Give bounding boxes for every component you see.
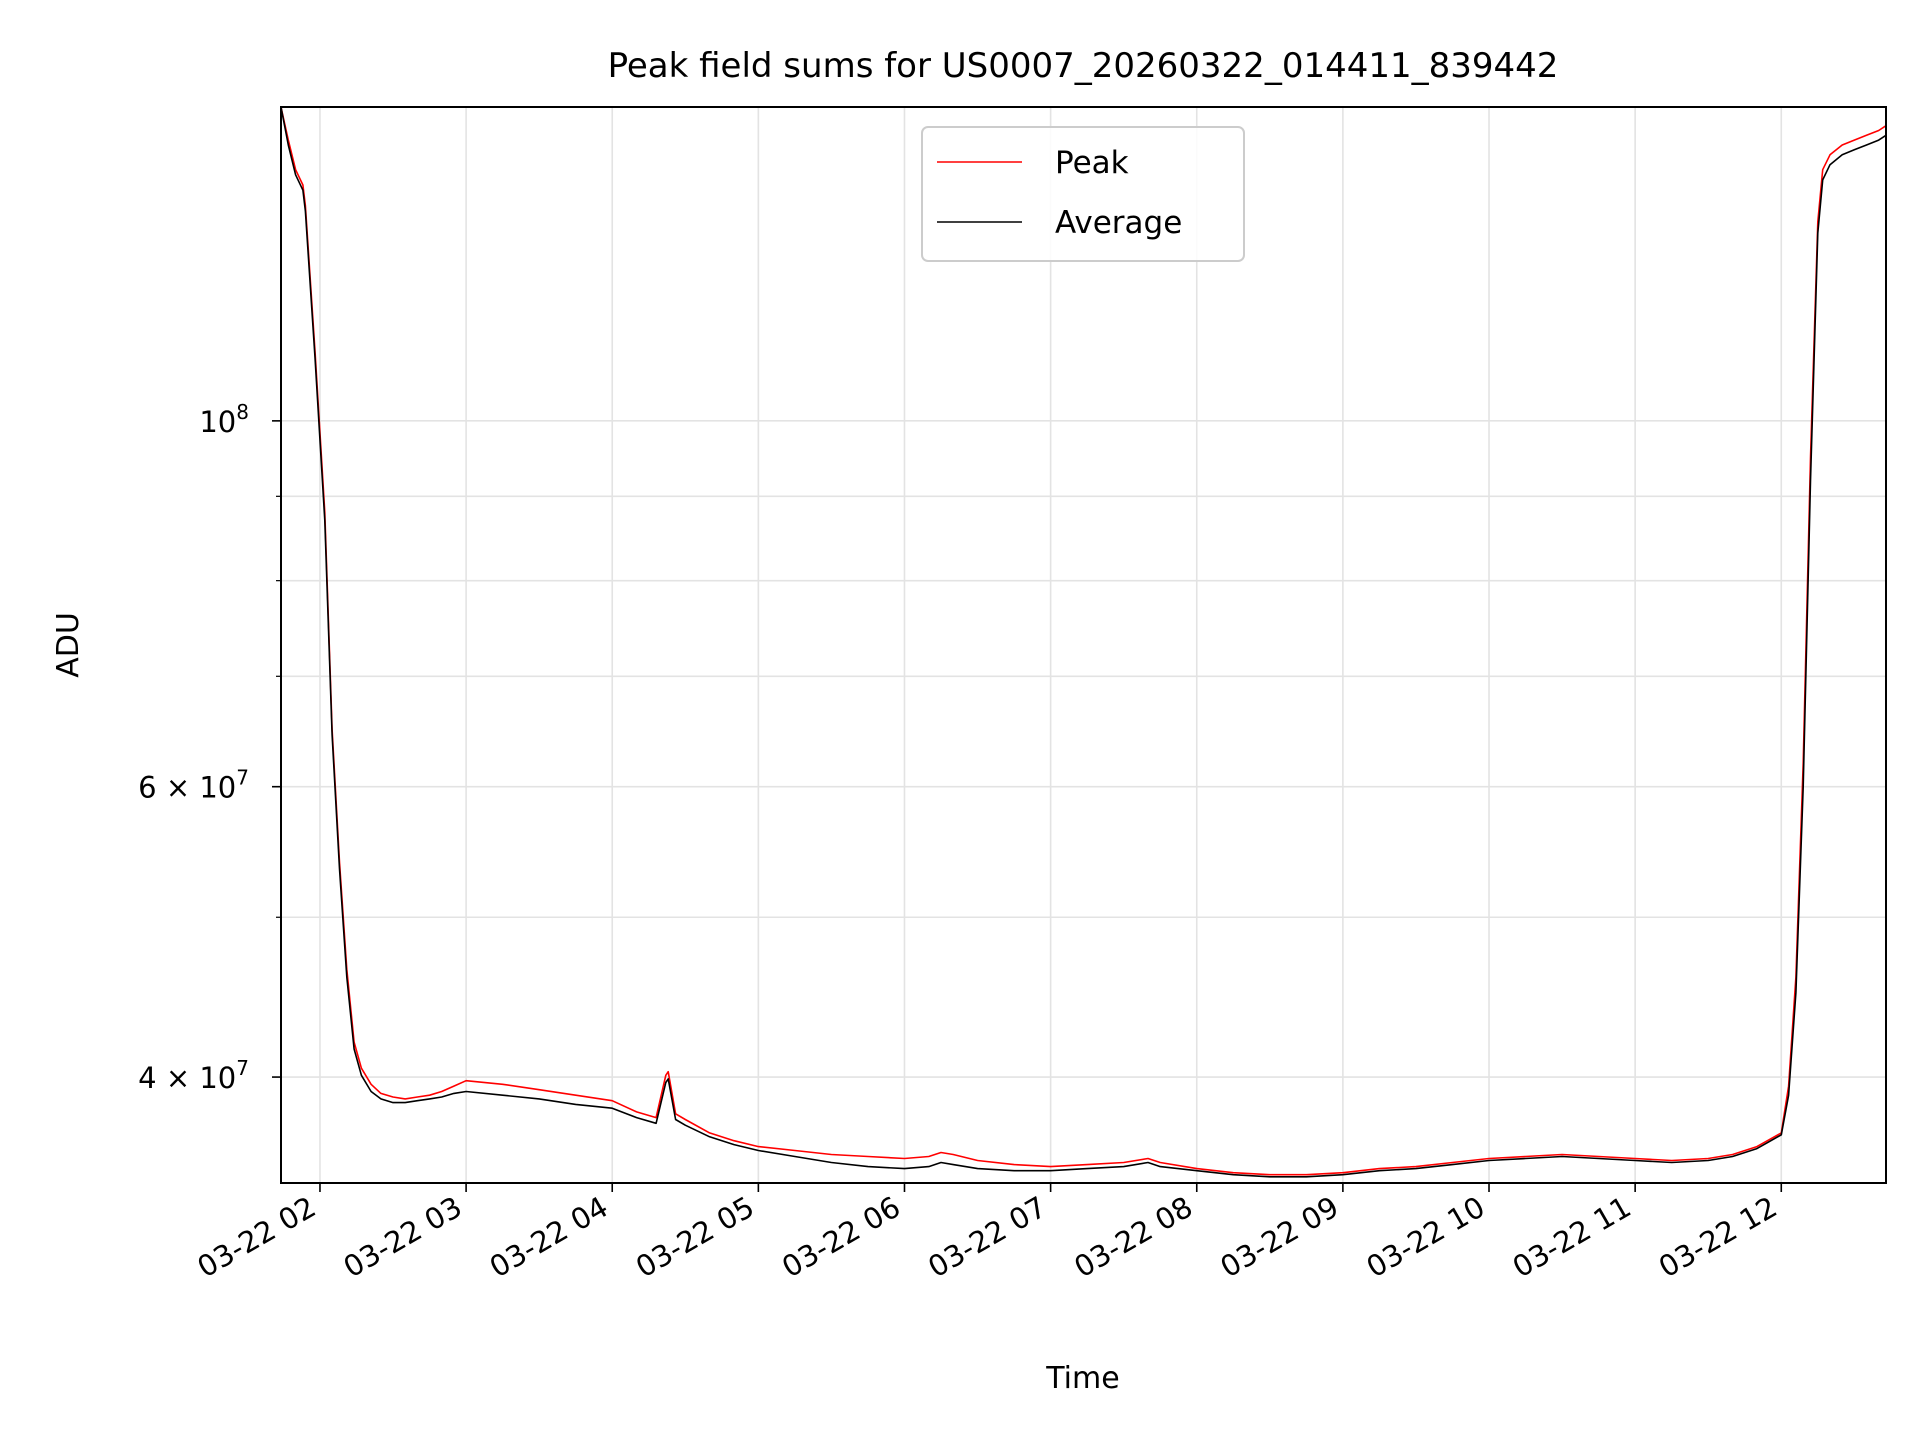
legend-box (921, 126, 1245, 262)
plot-frame (280, 106, 1887, 1184)
series-line-average (280, 106, 1887, 1178)
series-line-peak (280, 106, 1887, 1176)
grid-lines (281, 107, 1886, 1183)
y-tick-label: 4 × 107 (138, 1056, 249, 1095)
y-axis-label: ADU (51, 612, 86, 678)
legend: Peak Average (921, 126, 1245, 262)
series-layer (280, 106, 1887, 1178)
chart-title: Peak field sums for US0007_20260322_0144… (608, 46, 1559, 86)
y-axis: 108 6 × 107 4 × 107 (138, 400, 281, 1095)
legend-label-peak: Peak (1055, 145, 1129, 181)
y-tick-label: 6 × 107 (138, 766, 249, 805)
y-tick-label: 108 (199, 400, 249, 439)
x-axis-label: Time (1045, 1361, 1119, 1396)
legend-label-average: Average (1055, 205, 1182, 241)
